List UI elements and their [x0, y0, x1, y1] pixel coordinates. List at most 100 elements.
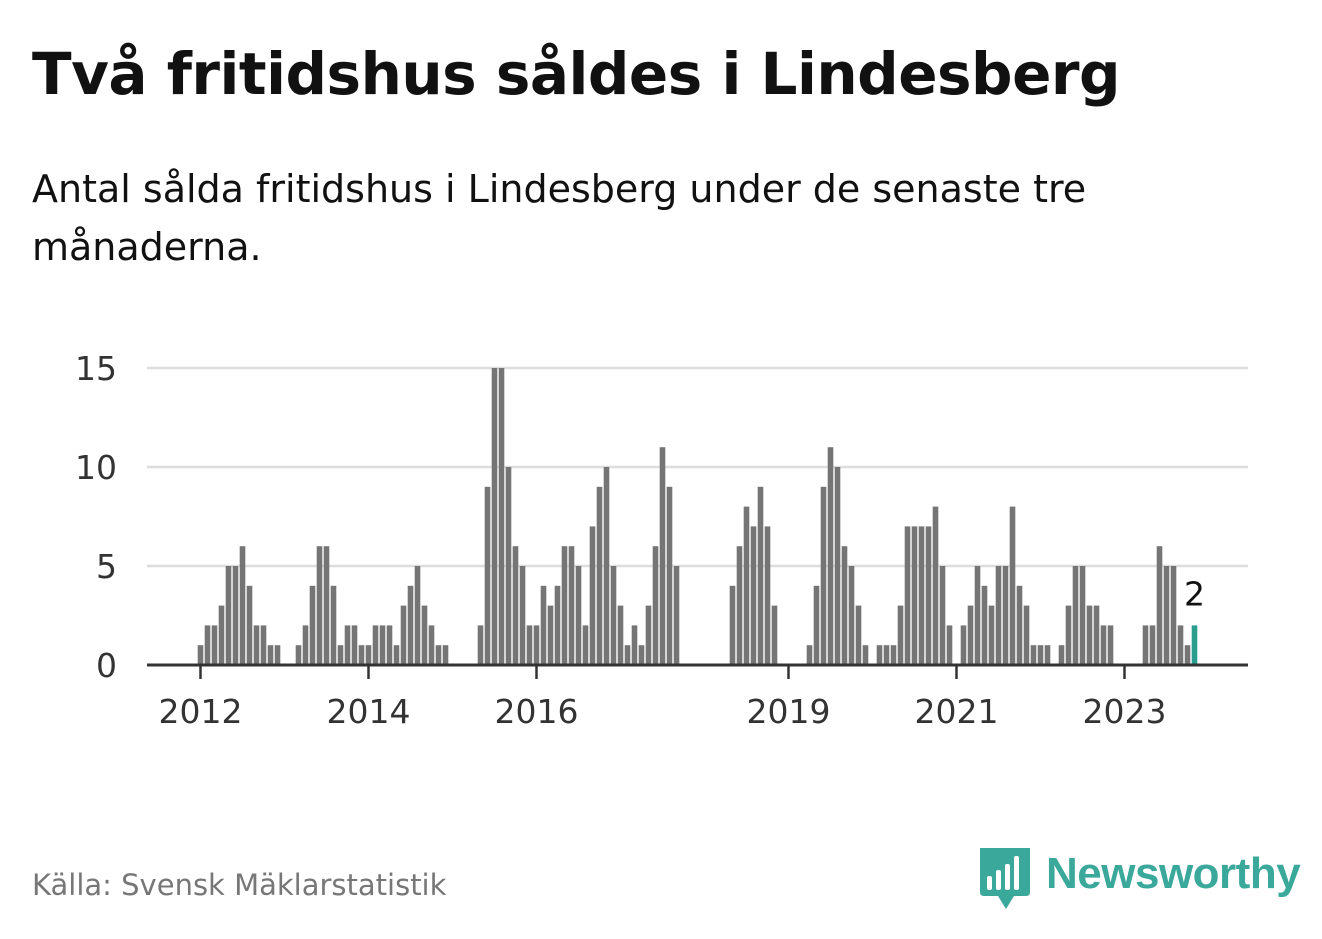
- bar: [428, 625, 435, 665]
- y-tick-label: 5: [96, 547, 117, 586]
- bar-highlight: [1191, 625, 1198, 665]
- bar: [981, 585, 988, 665]
- bar: [1030, 645, 1037, 665]
- bar: [484, 486, 491, 665]
- bar: [435, 645, 442, 665]
- bar: [1044, 645, 1051, 665]
- x-tick-label: 2023: [1083, 692, 1167, 731]
- bar: [267, 645, 274, 665]
- bar: [393, 645, 400, 665]
- bar: [1156, 546, 1163, 665]
- bar: [421, 605, 428, 665]
- bar: [764, 526, 771, 665]
- bar: [904, 526, 911, 665]
- bar: [995, 566, 1002, 665]
- x-tick-label: 2016: [495, 692, 579, 731]
- bar: [918, 526, 925, 665]
- bar: [1170, 566, 1177, 665]
- bar: [246, 585, 253, 665]
- bar: [1065, 605, 1072, 665]
- bar: [1002, 566, 1009, 665]
- bar: [750, 526, 757, 665]
- bar: [253, 625, 260, 665]
- bar: [330, 585, 337, 665]
- bar: [442, 645, 449, 665]
- bar: [372, 625, 379, 665]
- bar: [939, 566, 946, 665]
- y-tick-label: 10: [75, 448, 117, 487]
- chart-title: Två fritidshus såldes i Lindesberg: [32, 40, 1121, 108]
- bar: [1072, 566, 1079, 665]
- y-tick-label: 15: [75, 349, 117, 388]
- brand-name: Newsworthy: [1046, 849, 1301, 898]
- bar: [204, 625, 211, 665]
- bar: [848, 566, 855, 665]
- bar: [862, 645, 869, 665]
- bar: [624, 645, 631, 665]
- bar: [925, 526, 932, 665]
- bar: [1184, 645, 1191, 665]
- bar-chart: 0 5 10 15 2012 2014 2016 2019 2021 2023 2: [75, 349, 1248, 731]
- bar: [729, 585, 736, 665]
- bar: [519, 566, 526, 665]
- bar: [218, 605, 225, 665]
- bar: [498, 368, 505, 665]
- bar: [659, 447, 666, 665]
- bar: [967, 605, 974, 665]
- y-tick-label: 0: [96, 646, 117, 685]
- chart-subtitle: Antal sålda fritidshus i Lindesberg unde…: [32, 167, 1087, 269]
- bar: [365, 645, 372, 665]
- bar: [232, 566, 239, 665]
- bar: [1107, 625, 1114, 665]
- bar: [771, 605, 778, 665]
- x-tick-label: 2019: [747, 692, 831, 731]
- bar: [1058, 645, 1065, 665]
- bar: [414, 566, 421, 665]
- bar: [302, 625, 309, 665]
- bar: [547, 605, 554, 665]
- bar: [666, 486, 673, 665]
- bar: [974, 566, 981, 665]
- x-tick-label: 2012: [159, 692, 243, 731]
- bar: [568, 546, 575, 665]
- bar: [638, 645, 645, 665]
- bar: [652, 546, 659, 665]
- newsworthy-logo: Newsworthy: [980, 848, 1301, 910]
- bar: [575, 566, 582, 665]
- bar: [533, 625, 540, 665]
- bar: [827, 447, 834, 665]
- bar: [197, 645, 204, 665]
- bar: [1016, 585, 1023, 665]
- bar: [274, 645, 281, 665]
- bar: [743, 506, 750, 665]
- bar: [554, 585, 561, 665]
- bar: [631, 625, 638, 665]
- bar: [890, 645, 897, 665]
- bar: [834, 467, 841, 665]
- bar: [960, 625, 967, 665]
- bar: [1142, 625, 1149, 665]
- bar: [645, 605, 652, 665]
- bar: [841, 546, 848, 665]
- bar: [1163, 566, 1170, 665]
- bar: [582, 625, 589, 665]
- bar: [1079, 566, 1086, 665]
- bar: [1009, 506, 1016, 665]
- bar: [379, 625, 386, 665]
- bar: [589, 526, 596, 665]
- bar: [260, 625, 267, 665]
- bar: [757, 486, 764, 665]
- x-tick-label: 2021: [915, 692, 999, 731]
- bar: [813, 585, 820, 665]
- bar: [617, 605, 624, 665]
- bar: [337, 645, 344, 665]
- bar: [344, 625, 351, 665]
- bar: [477, 625, 484, 665]
- bar: [400, 605, 407, 665]
- bar: [1037, 645, 1044, 665]
- bar: [932, 506, 939, 665]
- bar: [358, 645, 365, 665]
- bar: [596, 486, 603, 665]
- bar: [561, 546, 568, 665]
- logo-icon: [980, 848, 1030, 909]
